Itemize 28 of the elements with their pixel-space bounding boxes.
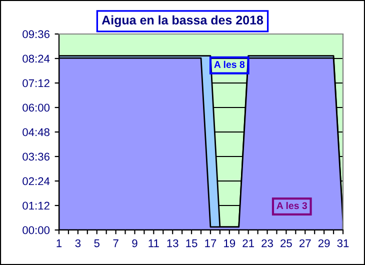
y-tick-label: 08:24 — [22, 54, 50, 63]
x-tick-label: 31 — [337, 239, 349, 248]
x-tick-label: 23 — [262, 239, 273, 248]
x-tick-label: 1 — [56, 239, 62, 248]
x-tick-label: 17 — [205, 239, 216, 248]
x-tick-label: 25 — [280, 239, 292, 248]
x-tick-label: 29 — [318, 239, 330, 248]
series-label: A les 8 — [214, 60, 245, 68]
x-tick-label: 19 — [224, 239, 236, 248]
x-tick-label: 9 — [132, 239, 138, 248]
x-tick-label: 5 — [94, 239, 100, 248]
y-tick-label: 04:48 — [22, 128, 50, 136]
y-tick-label: 02:24 — [22, 177, 50, 186]
y-tick-label: 07:12 — [22, 79, 50, 88]
x-tick-label: 3 — [75, 239, 81, 248]
chart-title: Aigua en la bassa des 2018 — [102, 15, 264, 28]
x-tick-label: 13 — [167, 239, 178, 248]
x-tick-label: 11 — [148, 239, 159, 248]
x-tick-label: 27 — [300, 239, 311, 248]
y-tick-label: 01:12 — [22, 202, 50, 210]
y-tick-label: 00:00 — [22, 226, 50, 234]
x-tick-label: 21 — [242, 239, 254, 248]
x-tick-label: 15 — [186, 239, 198, 248]
y-tick-label: 06:00 — [22, 104, 50, 112]
series-label: A les 3 — [276, 202, 308, 210]
y-tick-label: 09:36 — [22, 30, 50, 38]
y-tick-label: 03:36 — [22, 152, 50, 161]
x-tick-label: 7 — [113, 239, 118, 248]
